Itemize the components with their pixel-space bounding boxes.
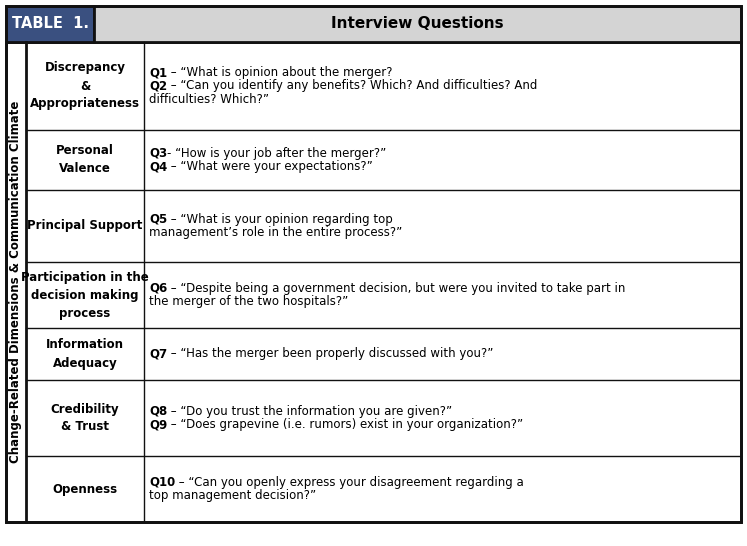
- Text: Q10: Q10: [149, 476, 176, 489]
- Text: Participation in the
decision making
process: Participation in the decision making pro…: [21, 270, 149, 319]
- Text: Q4: Q4: [149, 160, 167, 173]
- Text: Interview Questions: Interview Questions: [331, 16, 503, 32]
- Text: Q1: Q1: [149, 66, 167, 79]
- Text: Q3: Q3: [149, 147, 167, 160]
- Text: TABLE  1.: TABLE 1.: [11, 16, 88, 32]
- Text: Openness: Openness: [52, 483, 117, 496]
- Text: Q5: Q5: [149, 213, 167, 226]
- Text: Credibility
& Trust: Credibility & Trust: [51, 402, 120, 434]
- Bar: [94, 6, 741, 42]
- Text: Q9: Q9: [149, 418, 167, 431]
- Text: top management decision?”: top management decision?”: [149, 489, 316, 502]
- Text: – “Has the merger been properly discussed with you?”: – “Has the merger been properly discusse…: [167, 347, 494, 360]
- Text: – “Do you trust the information you are given?”: – “Do you trust the information you are …: [167, 405, 453, 418]
- Text: – “Does grapevine (i.e. rumors) exist in your organization?”: – “Does grapevine (i.e. rumors) exist in…: [167, 418, 524, 431]
- Bar: [6, 6, 94, 42]
- Text: Discrepancy
&
Appropriateness: Discrepancy & Appropriateness: [30, 62, 140, 110]
- Text: – “What were your expectations?”: – “What were your expectations?”: [167, 160, 373, 173]
- Text: Q2: Q2: [149, 80, 167, 92]
- Text: – “Can you openly express your disagreement regarding a: – “Can you openly express your disagreem…: [176, 476, 524, 489]
- Text: Q7: Q7: [149, 347, 167, 360]
- Bar: [6, 42, 741, 522]
- Text: Q8: Q8: [149, 405, 167, 418]
- Text: – “What is opinion about the merger?: – “What is opinion about the merger?: [167, 66, 393, 79]
- Text: – “Despite being a government decision, but were you invited to take part in: – “Despite being a government decision, …: [167, 282, 626, 295]
- Text: the merger of the two hospitals?”: the merger of the two hospitals?”: [149, 295, 348, 308]
- Text: Information
Adequacy: Information Adequacy: [46, 339, 124, 370]
- Text: Q6: Q6: [149, 282, 167, 295]
- Text: - “How is your job after the merger?”: - “How is your job after the merger?”: [167, 147, 386, 160]
- Text: management’s role in the entire process?”: management’s role in the entire process?…: [149, 226, 402, 239]
- Text: – “Can you identify any benefits? Which? And difficulties? And: – “Can you identify any benefits? Which?…: [167, 80, 538, 92]
- Text: difficulties? Which?”: difficulties? Which?”: [149, 93, 269, 106]
- Text: Change-Related Dimensions & Communication Climate: Change-Related Dimensions & Communicatio…: [10, 101, 22, 463]
- Text: Personal
Valence: Personal Valence: [56, 145, 114, 175]
- Text: – “What is your opinion regarding top: – “What is your opinion regarding top: [167, 213, 393, 226]
- Text: Principal Support: Principal Support: [28, 219, 143, 233]
